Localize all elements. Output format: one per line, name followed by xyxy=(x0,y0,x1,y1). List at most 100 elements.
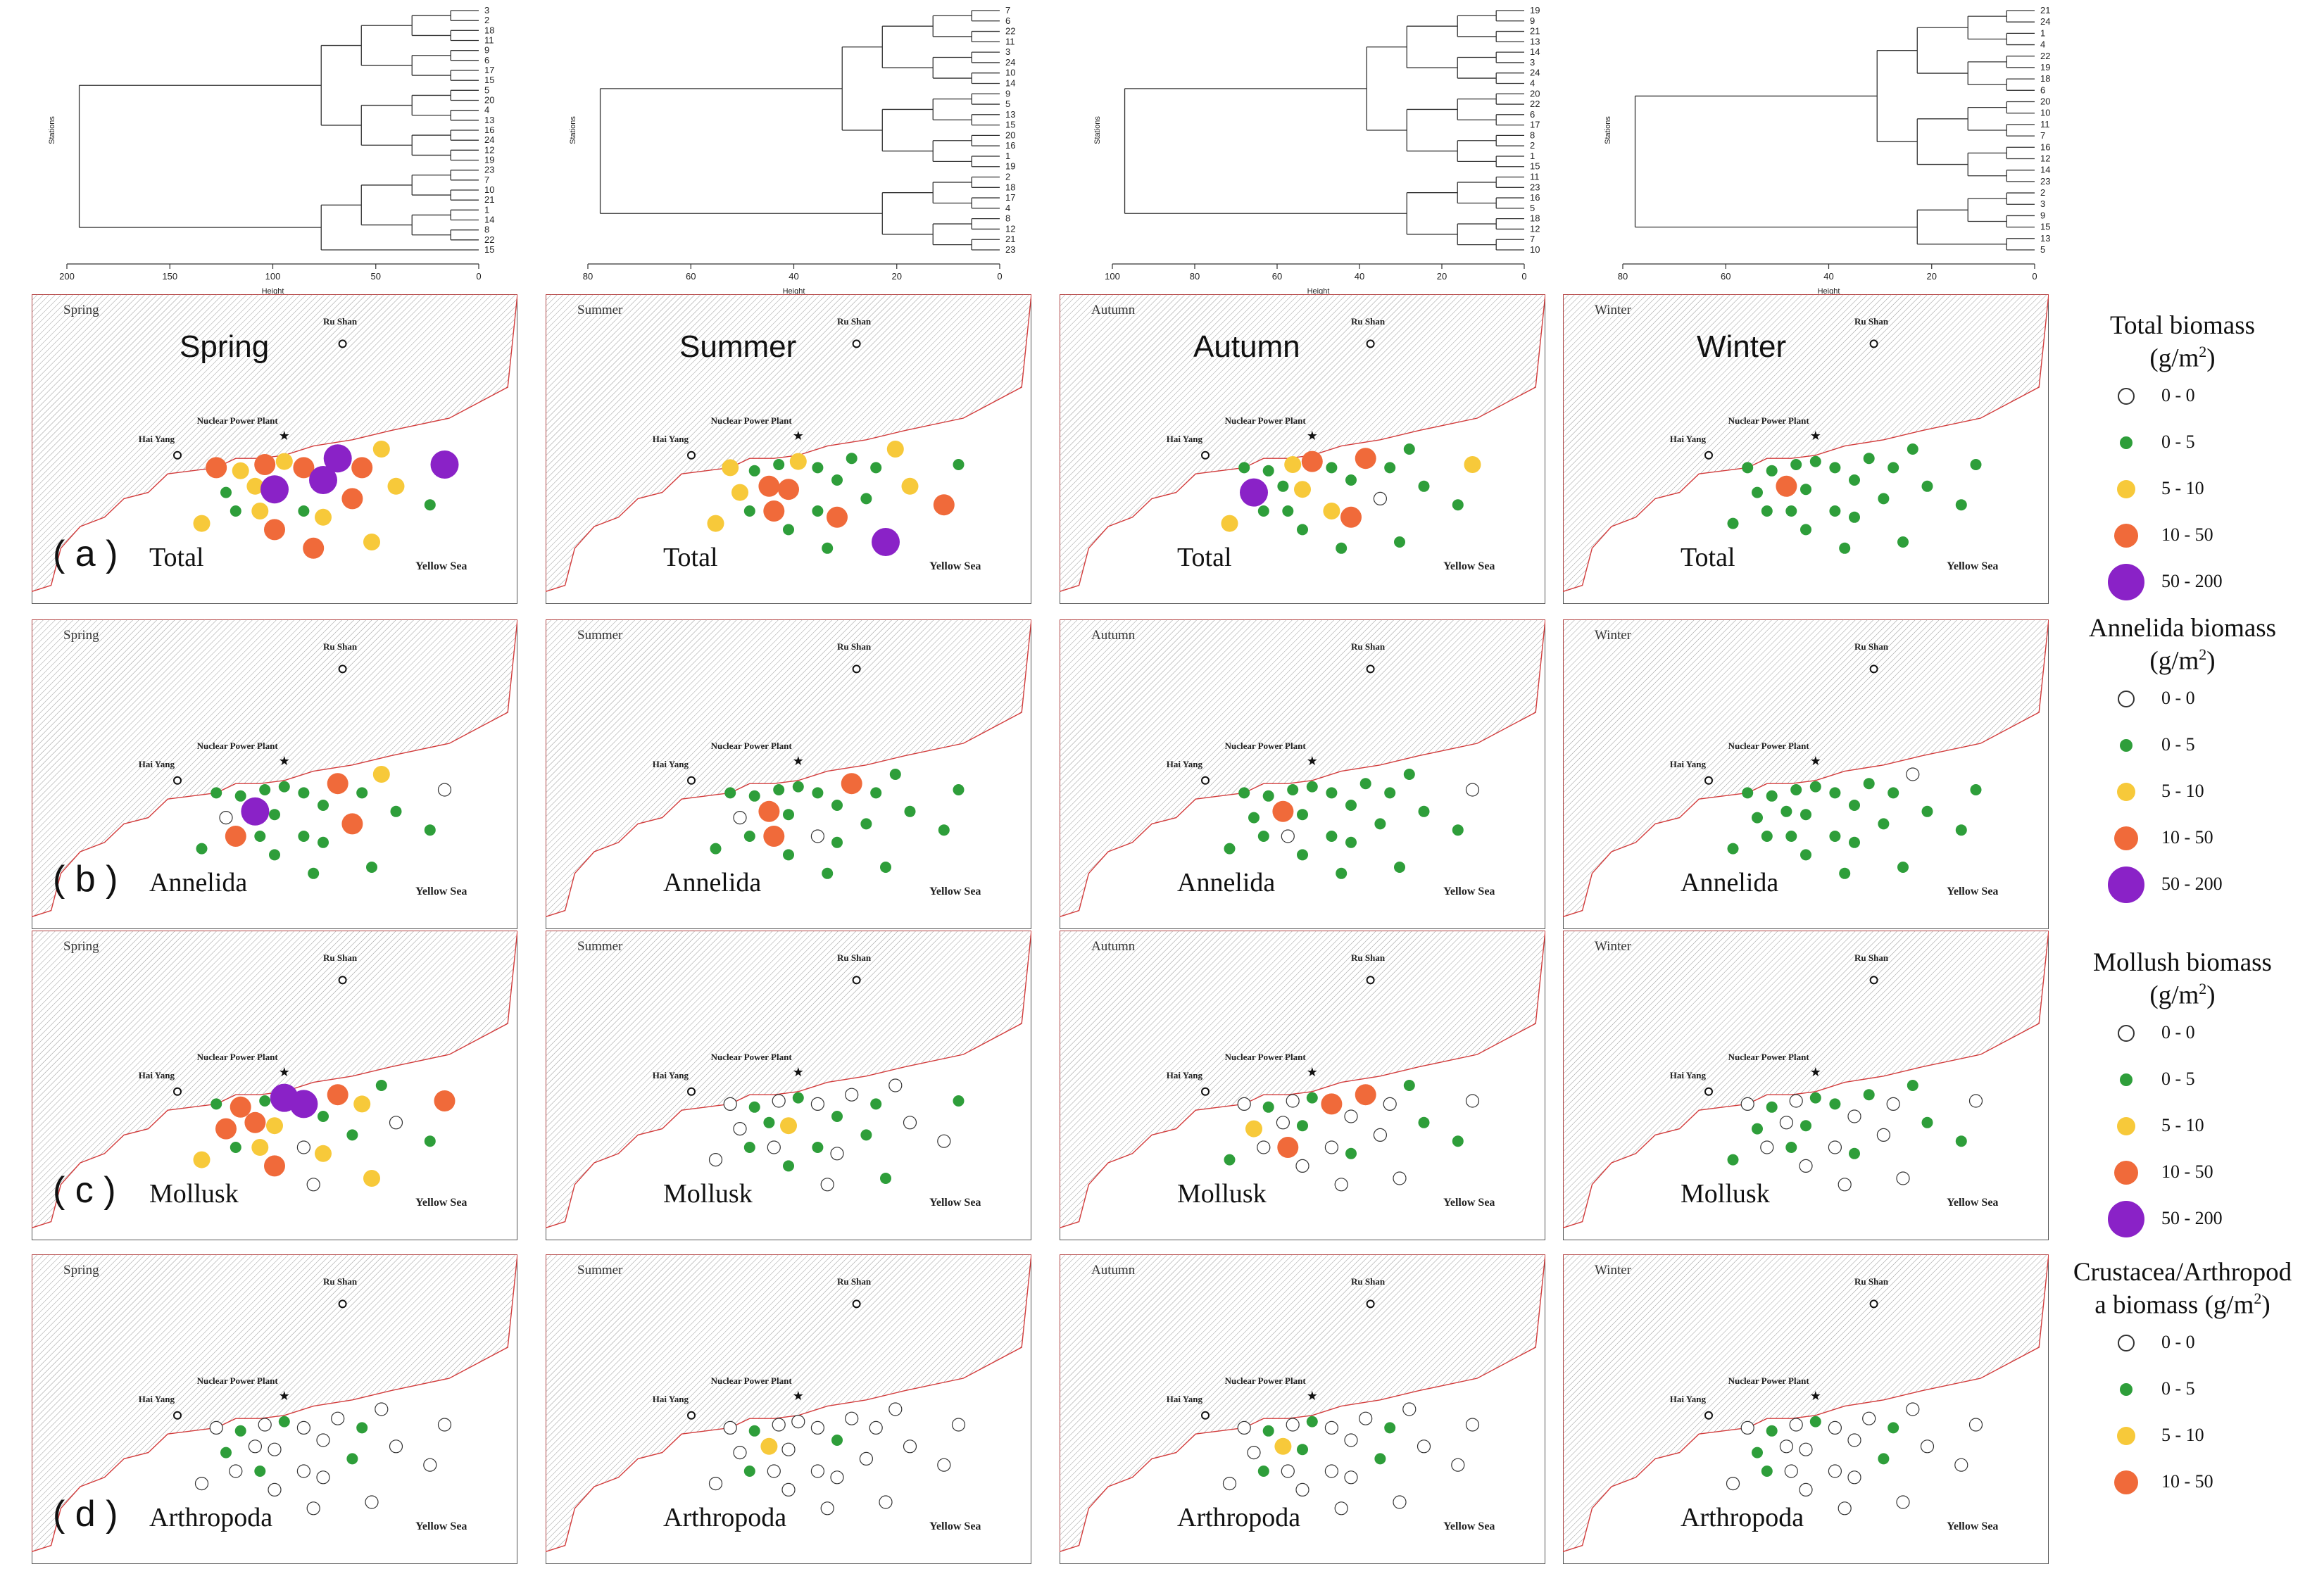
taxon-label: Total xyxy=(1177,543,1232,572)
land-area xyxy=(1563,294,2049,593)
row-letter: ( c ) xyxy=(53,1169,116,1211)
dendrogram-leaf-label: 10 xyxy=(484,184,494,195)
dendrogram-leaf-label: 14 xyxy=(2040,165,2050,175)
station-marker xyxy=(707,515,724,532)
dendrogram-leaf-label: 8 xyxy=(484,225,489,235)
station-marker xyxy=(1321,1093,1343,1115)
dendrogram-leaf-label: 3 xyxy=(2040,199,2045,209)
station-marker xyxy=(860,1129,872,1141)
station-marker xyxy=(1306,781,1318,793)
station-marker xyxy=(1888,462,1899,474)
station-marker xyxy=(722,459,739,477)
station-marker xyxy=(1393,1171,1407,1185)
station-marker xyxy=(889,769,901,780)
ru-shan-label: Ru Shan xyxy=(837,641,872,652)
dendrogram-leaf-label: 18 xyxy=(484,25,494,35)
dendrogram-tick-label: 40 xyxy=(1823,271,1833,282)
ru-shan-label: Ru Shan xyxy=(1854,1275,1889,1287)
plant-label: Nuclear Power Plant xyxy=(710,740,792,751)
station-marker xyxy=(772,1418,786,1432)
town-marker xyxy=(852,339,861,348)
dendrogram-leaf-label: 14 xyxy=(1530,46,1540,57)
ru-shan-label: Ru Shan xyxy=(837,1275,872,1287)
station-marker xyxy=(254,454,276,475)
town-marker xyxy=(1704,450,1713,460)
station-marker xyxy=(1224,843,1236,855)
land-area xyxy=(1060,294,1545,593)
station-marker xyxy=(1345,800,1357,811)
town-marker xyxy=(1869,1299,1878,1309)
station-marker xyxy=(196,843,208,855)
plant-star-icon: ★ xyxy=(1307,429,1318,443)
station-marker xyxy=(1245,1120,1262,1138)
station-marker xyxy=(424,824,436,836)
dendrogram-leaf-label: 6 xyxy=(1005,15,1010,26)
dendrogram-leaf-label: 13 xyxy=(1530,36,1540,46)
legend-symbol xyxy=(2120,1073,2133,1086)
station-marker xyxy=(1324,1464,1338,1478)
station-marker xyxy=(748,1425,760,1437)
hai-yang-label: Hai Yang xyxy=(138,1070,175,1080)
taxon-label: Arthropoda xyxy=(1681,1503,1804,1532)
legend-row: 0 - 5 xyxy=(2056,422,2309,468)
station-marker xyxy=(298,505,310,517)
station-marker xyxy=(870,787,882,799)
hai-yang-label: Hai Yang xyxy=(1166,1394,1202,1404)
dendrogram-leaf-label: 16 xyxy=(1005,140,1015,151)
station-marker xyxy=(1849,511,1860,523)
station-marker xyxy=(1790,459,1802,470)
sea-label: Yellow Sea xyxy=(415,560,467,573)
dendrogram-leaf-label: 5 xyxy=(1530,203,1535,213)
hai-yang-label: Hai Yang xyxy=(1166,759,1202,769)
station-marker xyxy=(209,1420,223,1435)
dendrogram-leaf-label: 1 xyxy=(2040,27,2045,38)
hai-yang-label: Hai Yang xyxy=(138,1394,175,1404)
legend-class-label: 0 - 5 xyxy=(2161,1378,2195,1399)
station-marker xyxy=(933,494,955,516)
town-marker xyxy=(687,1087,696,1096)
station-marker xyxy=(951,1418,966,1432)
dendrogram-leaf-label: 15 xyxy=(484,75,494,85)
station-marker xyxy=(791,1415,805,1429)
row-letter: ( a ) xyxy=(53,533,118,574)
station-marker xyxy=(1955,824,1967,836)
station-marker xyxy=(831,836,843,848)
station-marker xyxy=(1238,787,1250,799)
station-marker xyxy=(1785,1142,1797,1153)
station-marker xyxy=(1403,1080,1415,1091)
station-marker xyxy=(767,1464,781,1478)
station-marker xyxy=(1876,1128,1890,1142)
town-marker xyxy=(173,1411,182,1420)
ru-shan-label: Ru Shan xyxy=(323,641,358,652)
map-panel: 120.4°120.6°120.8°121.0°121.2°121.4°121.… xyxy=(1060,619,1545,929)
station-marker xyxy=(323,444,352,473)
dendrogram-leaf-label: 12 xyxy=(484,144,494,155)
station-marker xyxy=(1237,1097,1251,1111)
station-marker xyxy=(904,805,916,817)
station-marker xyxy=(306,1178,320,1192)
legend-class-label: 50 - 200 xyxy=(2161,873,2223,894)
station-marker xyxy=(1262,1425,1274,1437)
station-marker xyxy=(1384,462,1396,474)
dendrogram-leaf-label: 1 xyxy=(1005,151,1010,161)
plant-label: Nuclear Power Plant xyxy=(1728,415,1809,426)
hai-yang-label: Hai Yang xyxy=(138,759,175,769)
plant-star-icon: ★ xyxy=(793,754,804,768)
station-marker xyxy=(1761,505,1773,517)
station-marker xyxy=(841,773,862,795)
land-area xyxy=(1060,1254,1545,1553)
sea-label: Yellow Sea xyxy=(1947,1520,1999,1533)
land-area xyxy=(546,619,1031,918)
hai-yang-label: Hai Yang xyxy=(1669,434,1706,444)
legend-title-line1: Mollush biomass xyxy=(2093,948,2272,977)
sea-label: Yellow Sea xyxy=(929,886,981,898)
map-canvas: 120.4°120.6°120.8°121.0°121.2°121.4°121.… xyxy=(1563,1254,2049,1553)
station-marker xyxy=(1359,1411,1373,1425)
legend-title-line2: (g/m2) xyxy=(2149,980,2216,1010)
station-marker xyxy=(1326,787,1338,799)
town-marker xyxy=(1201,450,1210,460)
station-marker xyxy=(731,484,748,501)
dendrogram-leaf-label: 13 xyxy=(2040,233,2050,244)
station-marker xyxy=(211,787,222,799)
land-area xyxy=(1060,619,1545,918)
